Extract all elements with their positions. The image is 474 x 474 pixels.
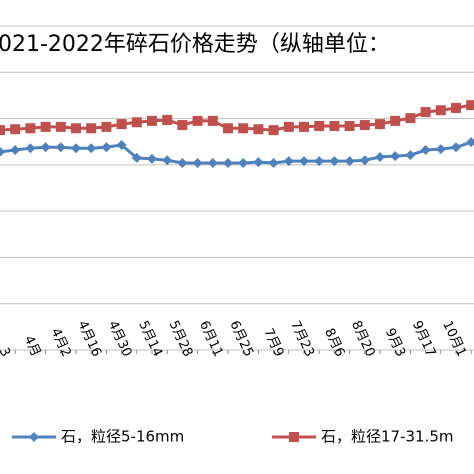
marker [40,142,51,153]
x-tick-label: 5月28 [166,319,196,360]
marker [268,125,279,136]
marker [0,125,5,136]
marker [329,120,340,131]
marker [131,152,142,163]
marker [162,155,173,166]
marker [314,120,325,131]
x-tick-label: 7月9 [260,326,286,359]
marker [147,115,157,126]
marker [25,143,36,154]
x-tick-label: 10月1 [439,319,469,360]
marker [223,158,233,169]
legend-label: 石，粒径5-16mm [61,428,184,446]
marker [329,156,340,167]
marker [375,119,385,130]
x-tick-label: 7月23 [287,319,317,360]
marker [344,120,355,131]
marker [10,145,21,156]
marker [162,114,173,125]
marker [283,156,294,167]
marker [40,121,51,132]
marker [207,158,218,169]
marker [268,158,279,169]
series-line [0,140,472,165]
legend-item: 石，粒径17-31.5m [272,428,454,446]
x-tick-label: 3 [0,345,13,359]
marker [55,142,66,153]
marker [0,146,5,157]
x-tick-label: 9月17 [409,319,439,360]
marker [131,117,142,128]
marker [390,115,401,126]
marker [283,121,294,132]
marker [314,156,325,167]
marker [420,107,431,118]
x-tick-label: 6月25 [226,319,256,360]
x-tick-label: 4月16 [74,319,104,360]
marker [390,151,401,162]
marker [223,123,233,134]
marker [405,150,416,161]
legend-item: 石，粒径5-16mm [12,428,184,446]
marker [10,124,21,135]
marker [451,102,461,113]
marker [101,121,112,132]
marker [116,139,127,150]
marker [299,156,309,167]
series-line [0,103,472,132]
marker [86,123,97,134]
marker [116,119,127,130]
marker [451,142,461,153]
marker [375,151,385,162]
marker [238,123,249,134]
x-tick-label: 8月20 [348,319,378,360]
marker [466,100,474,111]
marker [253,124,264,135]
marker [147,153,157,164]
marker [192,115,203,126]
marker [466,137,474,148]
x-tick-label: 9月3 [382,326,408,359]
marker [359,120,370,131]
marker [253,157,264,168]
marker [435,105,446,116]
marker [192,158,203,169]
chart-title: 021-2022年碎石价格走势（纵轴单位： [0,32,390,57]
x-tick-label: 4月 [21,334,44,360]
legend-label: 石，粒径17-31.5m [321,428,454,446]
marker [289,432,299,442]
x-tick-label: 4月30 [105,319,135,360]
x-tick-label: 6月11 [196,319,226,360]
marker [238,158,249,169]
x-tick-label: 8月6 [321,326,347,359]
marker [359,155,370,166]
marker [25,123,36,134]
marker [405,113,416,124]
x-tick-label: 4月2 [48,326,74,359]
marker [420,145,431,156]
marker [29,432,39,442]
marker [207,115,218,126]
marker [71,123,81,134]
marker [344,156,355,167]
marker [55,121,66,132]
marker [86,143,97,154]
x-tick-label: 5月14 [135,319,165,360]
marker [101,142,112,153]
marker [299,121,309,132]
marker [435,144,446,155]
marker [71,143,81,154]
marker [177,158,188,169]
marker [177,120,188,131]
